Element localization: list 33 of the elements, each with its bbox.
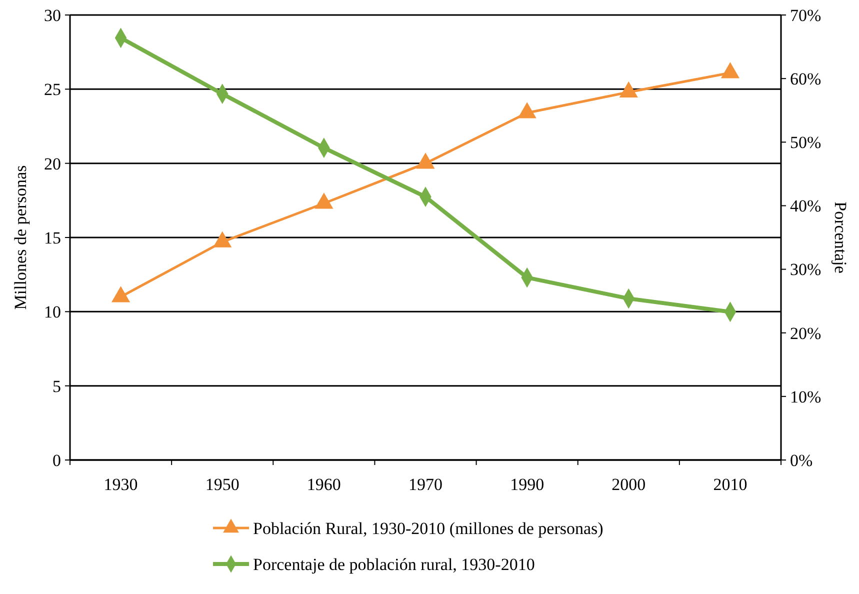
x-tick-label: 1970 xyxy=(408,475,442,494)
x-tick-label: 1930 xyxy=(104,475,138,494)
legend-label: Porcentaje de población rural, 1930-2010 xyxy=(253,554,535,574)
y2-axis-title: Porcentaje xyxy=(831,202,850,274)
y-axis-title: Millones de personas xyxy=(11,165,30,310)
point xyxy=(416,152,435,169)
point xyxy=(619,81,638,98)
point xyxy=(314,192,334,209)
x-tick-label: 1950 xyxy=(205,475,240,494)
x-tick-label: 2010 xyxy=(713,475,748,494)
point xyxy=(111,286,130,302)
y2-tick-label: 60% xyxy=(790,70,822,89)
y2-tick-label: 10% xyxy=(790,387,822,406)
y-tick-label: 10 xyxy=(44,302,61,322)
y2-tick-label: 50% xyxy=(790,133,822,152)
y-tick-label: 0 xyxy=(52,450,61,470)
x-tick-label: 1960 xyxy=(306,475,341,494)
point xyxy=(213,231,232,248)
y2-tick-label: 20% xyxy=(790,324,822,343)
y-tick-label: 15 xyxy=(44,228,61,248)
x-tick-label: 2000 xyxy=(612,475,646,494)
y-tick-label: 25 xyxy=(44,80,61,100)
y2-tick-label: 0% xyxy=(790,450,813,470)
y-tick-label: 5 xyxy=(52,376,61,396)
x-tick-label: 1990 xyxy=(510,475,544,494)
point xyxy=(720,62,740,78)
y2-tick-label: 70% xyxy=(790,6,822,25)
y-tick-label: 20 xyxy=(44,154,61,174)
point xyxy=(518,102,536,118)
legend-label: Población Rural, 1930-2010 (millones de personas) xyxy=(253,518,604,538)
y2-tick-label: 40% xyxy=(790,196,822,216)
y-tick-label: 30 xyxy=(44,6,61,25)
y2-tick-label: 30% xyxy=(790,260,822,280)
